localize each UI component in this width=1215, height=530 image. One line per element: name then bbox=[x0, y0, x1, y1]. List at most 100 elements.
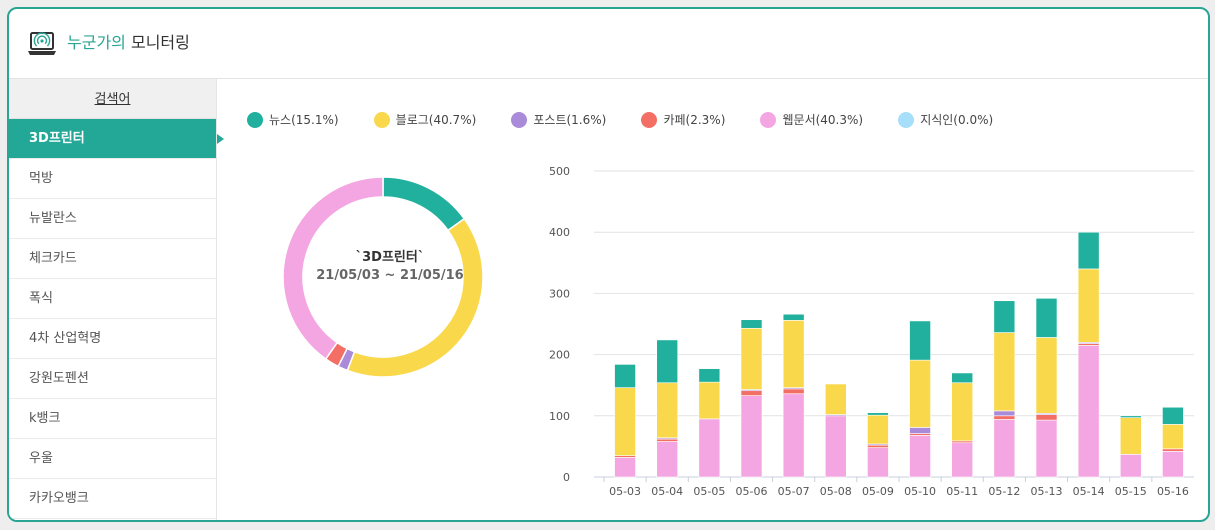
donut-slice[interactable] bbox=[382, 176, 466, 232]
bar-segment[interactable] bbox=[1077, 268, 1100, 343]
sidebar-item-4th-industrial-revolution[interactable]: 4차 산업혁명 bbox=[9, 319, 216, 359]
sidebar-item-binge[interactable]: 폭식 bbox=[9, 279, 216, 319]
bar-segment[interactable] bbox=[867, 414, 889, 445]
bar-segment[interactable] bbox=[1035, 414, 1058, 421]
bar-segment[interactable] bbox=[993, 419, 1016, 478]
donut-slice[interactable] bbox=[346, 217, 484, 378]
bar-segment[interactable] bbox=[782, 320, 805, 388]
bar-segment[interactable] bbox=[951, 442, 974, 478]
bar-segment[interactable] bbox=[993, 332, 1016, 412]
bar-segment[interactable] bbox=[656, 438, 679, 442]
x-tick-label: 05-08 bbox=[820, 485, 852, 498]
bar-segment[interactable] bbox=[1162, 448, 1184, 452]
donut-slice[interactable] bbox=[282, 176, 384, 361]
y-tick-label: 300 bbox=[549, 287, 570, 300]
bar-segment[interactable] bbox=[1119, 417, 1142, 455]
bar-segment[interactable] bbox=[698, 381, 721, 420]
sidebar-item-3d-printer[interactable]: 3D프린터 bbox=[9, 119, 224, 159]
donut-center-range: 21/05/03 ~ 21/05/16 bbox=[316, 268, 464, 283]
bar-segment[interactable] bbox=[656, 441, 679, 478]
bar-segment[interactable] bbox=[993, 300, 1016, 333]
y-tick-label: 500 bbox=[549, 165, 570, 178]
legend-label: 웹문서(40.3%) bbox=[782, 113, 864, 127]
bar-segment[interactable] bbox=[1162, 450, 1184, 478]
sidebar-item-kakao-bank[interactable]: 카카오뱅크 bbox=[9, 479, 216, 519]
legend-item-blog[interactable]: 블로그(40.7%) bbox=[373, 110, 477, 130]
bar-segment[interactable] bbox=[656, 382, 679, 439]
x-tick-label: 05-04 bbox=[651, 485, 683, 498]
bar-segment[interactable] bbox=[614, 457, 636, 478]
page-header: 누군가의 모니터링 bbox=[9, 9, 1208, 79]
sidebar-item-new-balance[interactable]: 뉴발란스 bbox=[9, 199, 216, 239]
sidebar-item-k-bank[interactable]: k뱅크 bbox=[9, 399, 216, 439]
stacked-bar-chart: 0 100 200 300 400 500 05-03 05-04 05-05 05-06 05-0… bbox=[549, 165, 1194, 498]
bar-segment[interactable] bbox=[1119, 454, 1142, 478]
y-tick-label: 0 bbox=[563, 471, 570, 484]
bar-segment[interactable] bbox=[782, 393, 805, 478]
sidebar-item-gangwon-pension[interactable]: 강원도펜션 bbox=[9, 359, 216, 399]
bar-segment[interactable] bbox=[740, 390, 763, 396]
bar-segment[interactable] bbox=[614, 387, 636, 456]
page-title: 누군가의 모니터링 bbox=[67, 31, 190, 55]
bar-segment[interactable] bbox=[698, 368, 721, 383]
bar-segment[interactable] bbox=[867, 412, 889, 416]
donut-center-title: `3D프린터` bbox=[355, 250, 425, 265]
bar-segment[interactable] bbox=[740, 395, 763, 478]
x-tick-label: 05-11 bbox=[946, 485, 978, 498]
bar-segment[interactable] bbox=[1077, 345, 1100, 478]
legend-dot bbox=[641, 111, 658, 128]
legend-dot bbox=[511, 111, 528, 128]
bar-segment[interactable] bbox=[824, 415, 847, 478]
sidebar-heading: 검색어 bbox=[9, 79, 216, 119]
legend-item-news[interactable]: 뉴스(15.1%) bbox=[247, 110, 339, 130]
bar-segment[interactable] bbox=[1162, 406, 1184, 425]
chart-legend: 뉴스(15.1%) 블로그(40.7%) 포스트(1.6%) 카페(2.3%) … bbox=[247, 109, 1023, 131]
x-tick-label: 05-03 bbox=[609, 485, 641, 498]
sidebar-item-depression[interactable]: 우울 bbox=[9, 439, 216, 479]
bar-segment[interactable] bbox=[993, 415, 1016, 420]
legend-item-webdoc[interactable]: 웹문서(40.3%) bbox=[760, 110, 863, 130]
bar-segment[interactable] bbox=[740, 319, 763, 329]
bar-segment[interactable] bbox=[867, 444, 889, 448]
legend-dot bbox=[898, 111, 915, 128]
bar-segment[interactable] bbox=[824, 383, 847, 415]
legend-label: 블로그(40.7%) bbox=[395, 113, 477, 127]
bar-segment[interactable] bbox=[909, 427, 931, 434]
bar-segment[interactable] bbox=[951, 372, 974, 384]
y-tick-label: 200 bbox=[549, 349, 570, 362]
bar-segment[interactable] bbox=[909, 359, 931, 428]
legend-item-post[interactable]: 포스트(1.6%) bbox=[511, 110, 606, 130]
legend-item-kin[interactable]: 지식인(0.0%) bbox=[898, 110, 993, 130]
x-tick-label: 05-12 bbox=[988, 485, 1020, 498]
bar-segment[interactable] bbox=[1077, 231, 1100, 270]
bar-segment[interactable] bbox=[909, 320, 931, 361]
bar-segment[interactable] bbox=[1035, 419, 1058, 478]
legend-label: 뉴스(15.1%) bbox=[269, 113, 339, 127]
bar-segment[interactable] bbox=[1119, 415, 1142, 418]
bar-segment[interactable] bbox=[951, 382, 974, 442]
laptop-signal-icon bbox=[28, 32, 56, 55]
bar-segment[interactable] bbox=[614, 364, 636, 388]
bar-segment[interactable] bbox=[1035, 297, 1058, 338]
legend-item-cafe[interactable]: 카페(2.3%) bbox=[641, 110, 725, 130]
x-tick-label: 05-07 bbox=[778, 485, 810, 498]
x-tick-label: 05-14 bbox=[1073, 485, 1105, 498]
sidebar-item-mukbang[interactable]: 먹방 bbox=[9, 159, 216, 199]
bar-segment[interactable] bbox=[782, 313, 805, 321]
sidebar-item-check-card[interactable]: 체크카드 bbox=[9, 239, 216, 279]
bar-segment[interactable] bbox=[698, 418, 721, 478]
bar-segment[interactable] bbox=[740, 327, 763, 390]
bar-segment[interactable] bbox=[909, 435, 931, 478]
bar-segment[interactable] bbox=[993, 410, 1016, 417]
bar-segment[interactable] bbox=[1035, 337, 1058, 414]
y-tick-label: 100 bbox=[549, 410, 570, 423]
bar-segment[interactable] bbox=[656, 339, 679, 384]
bar-segment[interactable] bbox=[867, 447, 889, 478]
donut-center-label: `3D프린터` 21/05/03 ~ 21/05/16 bbox=[275, 249, 505, 285]
legend-dot bbox=[760, 111, 777, 128]
bar-segment[interactable] bbox=[782, 388, 805, 395]
x-tick-label: 05-15 bbox=[1115, 485, 1147, 498]
bar-segment[interactable] bbox=[1162, 424, 1184, 450]
donut-chart bbox=[282, 176, 484, 378]
legend-label: 카페(2.3%) bbox=[663, 113, 726, 127]
